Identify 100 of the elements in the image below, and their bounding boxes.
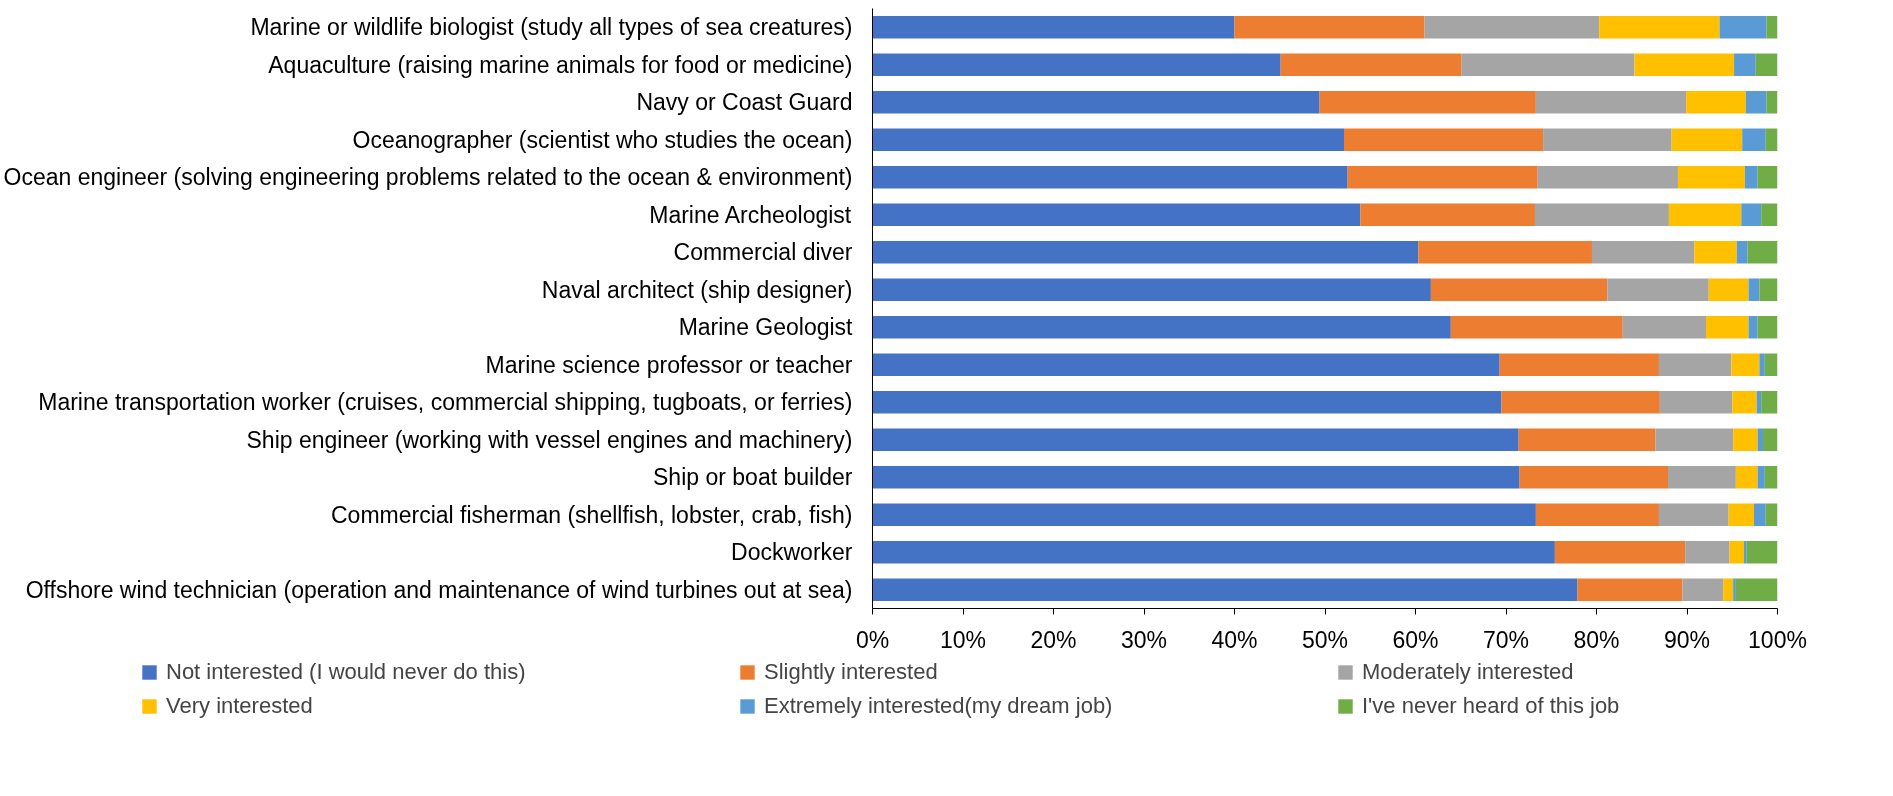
bar bbox=[1732, 391, 1757, 414]
bar bbox=[1765, 128, 1778, 151]
bar bbox=[872, 203, 1361, 226]
bar bbox=[1591, 241, 1695, 264]
legend-label: I've never heard of this job bbox=[1362, 693, 1621, 719]
bar bbox=[1607, 278, 1709, 301]
y-tick-label: Commercial diver bbox=[673, 239, 853, 266]
bar bbox=[1766, 91, 1778, 114]
y-tick-label: Offshore wind technician (operation and maintenance of wind turbines out at sea) bbox=[25, 576, 853, 603]
bar bbox=[1694, 241, 1737, 264]
bar bbox=[1234, 16, 1425, 39]
bar bbox=[1501, 391, 1660, 414]
y-tick-label: Ship or boat builder bbox=[653, 464, 853, 491]
bar bbox=[1761, 203, 1778, 226]
bar bbox=[1599, 16, 1720, 39]
legend-label: Slightly interested bbox=[764, 659, 939, 685]
bar bbox=[1753, 503, 1766, 526]
bar bbox=[1742, 128, 1766, 151]
y-tick-label: Oceanographer (scientist who studies the ocean) bbox=[352, 126, 853, 153]
bar bbox=[1759, 353, 1765, 376]
bar bbox=[1658, 353, 1732, 376]
bar bbox=[1671, 128, 1743, 151]
bar bbox=[1685, 541, 1730, 564]
bar bbox=[1734, 53, 1756, 76]
bar bbox=[872, 16, 1235, 39]
bar bbox=[872, 503, 1536, 526]
bar bbox=[1535, 91, 1687, 114]
bar bbox=[1450, 316, 1623, 339]
bar bbox=[1765, 503, 1778, 526]
bar bbox=[1761, 391, 1778, 414]
y-tick-label: Marine Archeologist bbox=[649, 201, 852, 228]
bar bbox=[1418, 241, 1592, 264]
bar bbox=[872, 466, 1520, 489]
bar bbox=[1537, 166, 1678, 189]
bar bbox=[872, 91, 1320, 114]
x-tick-label: 30% bbox=[1120, 626, 1168, 653]
bar bbox=[1518, 428, 1656, 451]
bar bbox=[1745, 91, 1767, 114]
bar bbox=[1748, 278, 1760, 301]
y-tick-label: Naval architect (ship designer) bbox=[541, 276, 853, 303]
bar bbox=[872, 316, 1451, 339]
bar bbox=[872, 166, 1348, 189]
bar bbox=[1764, 353, 1778, 376]
bar bbox=[1746, 541, 1778, 564]
bar bbox=[1424, 16, 1600, 39]
bar bbox=[1535, 503, 1659, 526]
x-tick-label: 50% bbox=[1301, 626, 1349, 653]
bar bbox=[1461, 53, 1635, 76]
bar bbox=[1577, 578, 1683, 601]
bar bbox=[1757, 166, 1778, 189]
bar bbox=[1764, 466, 1778, 489]
bar bbox=[1430, 278, 1608, 301]
x-tick-label: 10% bbox=[939, 626, 987, 653]
bar bbox=[872, 278, 1431, 301]
x-tick-label: 90% bbox=[1663, 626, 1711, 653]
bar bbox=[1723, 578, 1734, 601]
bar bbox=[1677, 166, 1745, 189]
bar bbox=[1733, 578, 1736, 601]
y-tick-label: Dockworker bbox=[731, 539, 853, 566]
bar bbox=[1686, 91, 1746, 114]
bar bbox=[1731, 353, 1760, 376]
bar bbox=[1658, 503, 1729, 526]
bar bbox=[1735, 466, 1758, 489]
x-tick-label: 40% bbox=[1211, 626, 1258, 653]
bar bbox=[1347, 166, 1538, 189]
bar bbox=[1763, 428, 1778, 451]
x-tick-label: 20% bbox=[1030, 626, 1077, 653]
bar bbox=[1519, 466, 1668, 489]
bar bbox=[1756, 391, 1762, 414]
bar bbox=[1708, 278, 1749, 301]
y-tick-label: Marine Geologist bbox=[678, 314, 854, 341]
bar bbox=[872, 578, 1578, 601]
bar bbox=[1757, 428, 1764, 451]
bar bbox=[1766, 16, 1778, 39]
bar bbox=[1534, 203, 1669, 226]
bar bbox=[1733, 428, 1758, 451]
x-tick-label: 80% bbox=[1573, 626, 1620, 653]
y-tick-label: Aquaculture (raising marine animals for food or medicine) bbox=[268, 51, 853, 78]
bar bbox=[1747, 241, 1778, 264]
bar bbox=[1706, 316, 1749, 339]
bar bbox=[1344, 128, 1544, 151]
bar bbox=[1736, 241, 1748, 264]
bar bbox=[1360, 203, 1535, 226]
y-tick-label: Marine or wildlife biologist (study all types of sea creatures) bbox=[250, 14, 853, 41]
bar bbox=[1682, 578, 1724, 601]
x-tick-label: 0% bbox=[855, 626, 890, 653]
x-tick-label: 100% bbox=[1748, 626, 1807, 653]
bar bbox=[1744, 541, 1747, 564]
legend-label: Very interested bbox=[166, 693, 314, 719]
bar bbox=[1719, 16, 1767, 39]
legend-label: Moderately interested bbox=[1362, 659, 1575, 685]
bar bbox=[872, 428, 1519, 451]
bar bbox=[1748, 316, 1758, 339]
bar bbox=[872, 391, 1502, 414]
bar bbox=[872, 241, 1419, 264]
bar bbox=[1634, 53, 1735, 76]
y-tick-label: Ship engineer (working with vessel engines and machinery) bbox=[246, 426, 853, 453]
bar bbox=[1543, 128, 1672, 151]
x-tick-label: 60% bbox=[1392, 626, 1439, 653]
y-tick-label: Navy or Coast Guard bbox=[636, 89, 853, 116]
